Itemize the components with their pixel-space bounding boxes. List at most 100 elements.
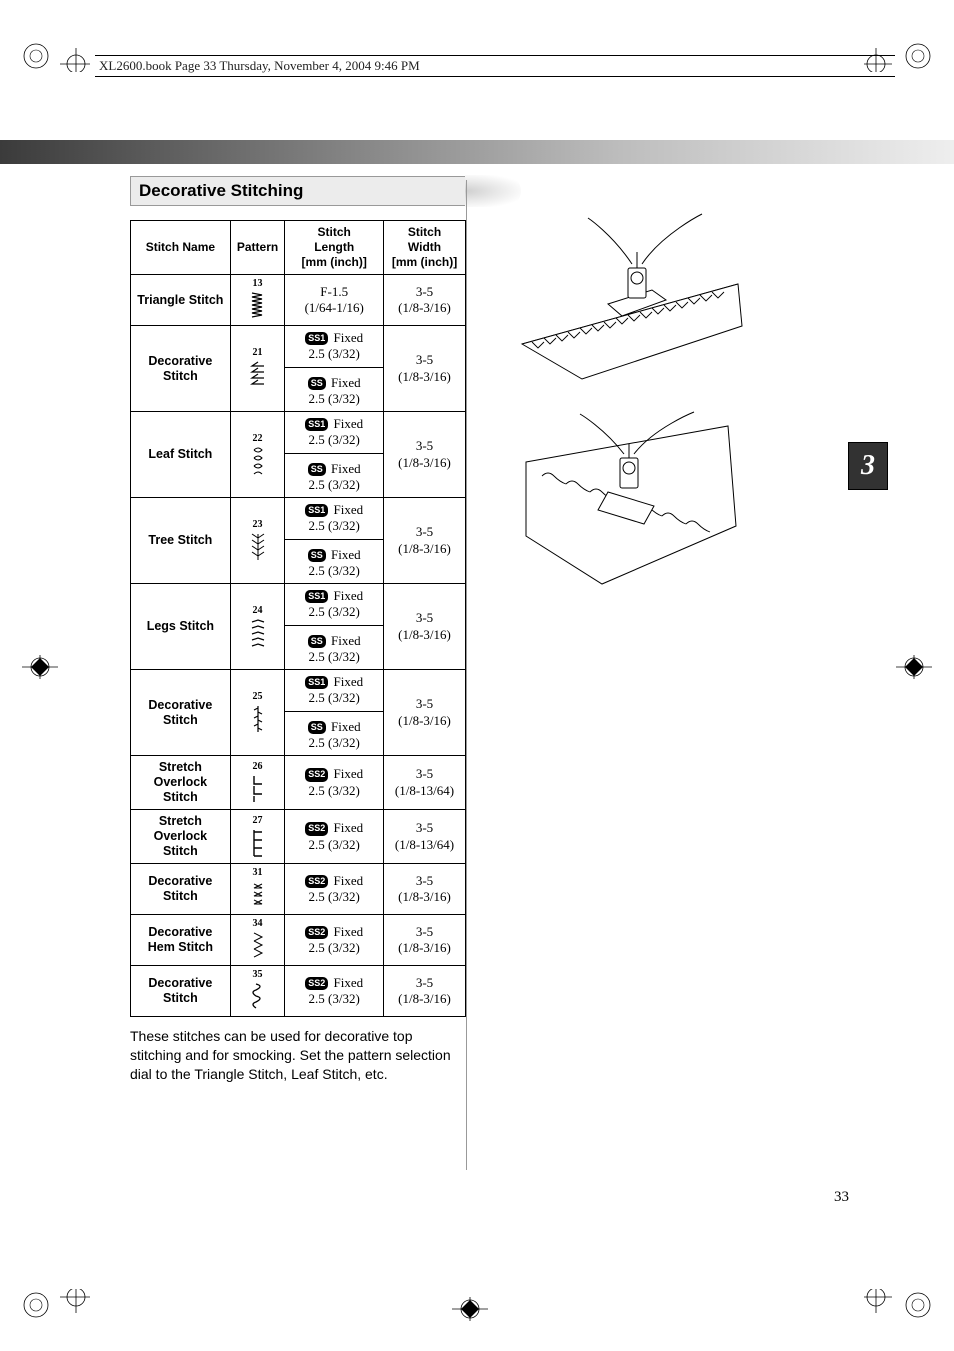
cell-pattern: 24	[230, 584, 285, 670]
stitch-table: Stitch Name Pattern Stitch Length [mm (i…	[130, 220, 466, 1017]
len-val: 2.5 (3/32)	[309, 690, 360, 705]
section-title: Decorative Stitching	[130, 176, 466, 206]
figure-2-svg	[512, 406, 748, 590]
pattern-number: 25	[235, 692, 281, 702]
len-fixed: Fixed	[334, 416, 364, 431]
gradient-bar	[0, 140, 954, 164]
cell-width: 3-5(1/8-3/16)	[384, 584, 466, 670]
wid-line2: (1/8-13/64)	[388, 783, 461, 799]
crop-mark-bottom-center	[450, 1297, 490, 1321]
table-row: Tree Stitch 23 SS1 Fixed2.5 (3/32)SS Fixed…	[131, 498, 466, 584]
wid-line1: 3-5	[388, 438, 461, 454]
cell-width: 3-5(1/8-3/16)	[384, 966, 466, 1017]
table-row: Decorative Stitch31SS2 Fixed2.5 (3/32)3-…	[131, 864, 466, 915]
cell-pattern: 27	[230, 810, 285, 864]
wid-line2: (1/8-13/64)	[388, 837, 461, 853]
figure-2	[512, 406, 748, 590]
wid-line1: 3-5	[388, 610, 461, 626]
chapter-tab: 3	[848, 442, 888, 490]
len-val: 2.5 (3/32)	[309, 391, 360, 406]
table-row: Decorative Stitch35SS2 Fixed2.5 (3/32)3-…	[131, 966, 466, 1017]
cell-pattern: 13	[230, 275, 285, 326]
cell-length: SS1 Fixed2.5 (3/32)SS Fixed2.5 (3/32)	[285, 670, 384, 756]
len-fixed: Fixed	[331, 375, 361, 390]
crop-mark-top-left	[20, 40, 90, 72]
pattern-number: 26	[235, 762, 281, 772]
figure-column	[500, 196, 760, 608]
cell-width: 3-5(1/8-3/16)	[384, 275, 466, 326]
wid-line2: (1/8-3/16)	[388, 455, 461, 471]
wid-line1: 3-5	[388, 975, 461, 991]
cell-length: SS2 Fixed2.5 (3/32)	[285, 864, 384, 915]
ss-badge: SS	[308, 549, 326, 562]
wid-line1: 3-5	[388, 284, 461, 300]
ss1-badge: SS1	[305, 418, 328, 431]
wid-line2: (1/8-3/16)	[388, 300, 461, 316]
len-val: 2.5 (3/32)	[309, 563, 360, 578]
main-column: Decorative Stitching Stitch Name Pattern…	[130, 176, 466, 1084]
cell-length: SS1 Fixed2.5 (3/32)SS Fixed2.5 (3/32)	[285, 412, 384, 498]
cell-stitch-name: Stretch Overlock Stitch	[131, 756, 231, 810]
cell-pattern: 26	[230, 756, 285, 810]
len-line1: F-1.5	[289, 284, 379, 300]
len-val: 2.5 (3/32)	[309, 432, 360, 447]
ss-badge: SS	[308, 721, 326, 734]
table-row: Decorative Stitch25SS1 Fixed2.5 (3/32)SS…	[131, 670, 466, 756]
len-line2: (1/64-1/16)	[289, 300, 379, 316]
body-paragraph: These stitches can be used for decorativ…	[130, 1027, 466, 1084]
cell-length: SS2 Fixed2.5 (3/32)	[285, 810, 384, 864]
ss1-badge: SS1	[305, 590, 328, 603]
cell-pattern: 25	[230, 670, 285, 756]
len-val: 2.5 (3/32)	[309, 649, 360, 664]
cell-stitch-name: Legs Stitch	[131, 584, 231, 670]
cell-width: 3-5(1/8-3/16)	[384, 670, 466, 756]
pattern-number: 23	[235, 520, 281, 530]
len-fixed: Fixed	[334, 975, 364, 990]
header-note-text: XL2600.book Page 33 Thursday, November 4…	[99, 58, 420, 73]
figure-1	[512, 204, 748, 388]
wid-line2: (1/8-3/16)	[388, 713, 461, 729]
section-title-text: Decorative Stitching	[139, 181, 303, 200]
cell-length: SS2 Fixed2.5 (3/32)	[285, 915, 384, 966]
cell-stitch-name: Tree Stitch	[131, 498, 231, 584]
wid-line2: (1/8-3/16)	[388, 889, 461, 905]
cell-stitch-name: Decorative Stitch	[131, 670, 231, 756]
cell-length: SS2 Fixed2.5 (3/32)	[285, 966, 384, 1017]
crop-mark-left	[20, 655, 60, 679]
cell-pattern: 35	[230, 966, 285, 1017]
wid-line2: (1/8-3/16)	[388, 627, 461, 643]
wid-line2: (1/8-3/16)	[388, 940, 461, 956]
pattern-number: 24	[235, 606, 281, 616]
cell-stitch-name: Stretch Overlock Stitch	[131, 810, 231, 864]
table-row: Decorative Hem Stitch34SS2 Fixed2.5 (3/3…	[131, 915, 466, 966]
len-fixed: Fixed	[331, 461, 361, 476]
cell-pattern: 23	[230, 498, 285, 584]
len-val: 2.5 (3/32)	[309, 783, 360, 798]
cell-length: SS1 Fixed2.5 (3/32)SS Fixed2.5 (3/32)	[285, 326, 384, 412]
pattern-number: 22	[235, 434, 281, 444]
pattern-number: 34	[235, 919, 281, 929]
wid-line1: 3-5	[388, 924, 461, 940]
cell-length: SS1 Fixed2.5 (3/32)SS Fixed2.5 (3/32)	[285, 498, 384, 584]
figure-1-svg	[512, 204, 748, 388]
table-header-row: Stitch Name Pattern Stitch Length [mm (i…	[131, 221, 466, 275]
table-row: Stretch Overlock Stitch27SS2 Fixed2.5 (3…	[131, 810, 466, 864]
cell-pattern: 31	[230, 864, 285, 915]
cell-length: SS2 Fixed2.5 (3/32)	[285, 756, 384, 810]
ss2-badge: SS2	[305, 926, 328, 939]
ss-badge: SS	[308, 635, 326, 648]
th-length: Stitch Length [mm (inch)]	[285, 221, 384, 275]
pattern-number: 21	[235, 348, 281, 358]
column-divider	[466, 180, 467, 1170]
ss1-badge: SS1	[305, 676, 328, 689]
len-fixed: Fixed	[331, 633, 361, 648]
table-row: Stretch Overlock Stitch 26 SS2 Fixed2.5 (3…	[131, 756, 466, 810]
len-val: 2.5 (3/32)	[309, 477, 360, 492]
len-val: 2.5 (3/32)	[309, 346, 360, 361]
cell-length: F-1.5(1/64-1/16)	[285, 275, 384, 326]
cell-width: 3-5(1/8-3/16)	[384, 864, 466, 915]
cell-length: SS1 Fixed2.5 (3/32)SS Fixed2.5 (3/32)	[285, 584, 384, 670]
ss2-badge: SS2	[305, 977, 328, 990]
page-header-note: XL2600.book Page 33 Thursday, November 4…	[95, 55, 895, 77]
ss-badge: SS	[308, 463, 326, 476]
